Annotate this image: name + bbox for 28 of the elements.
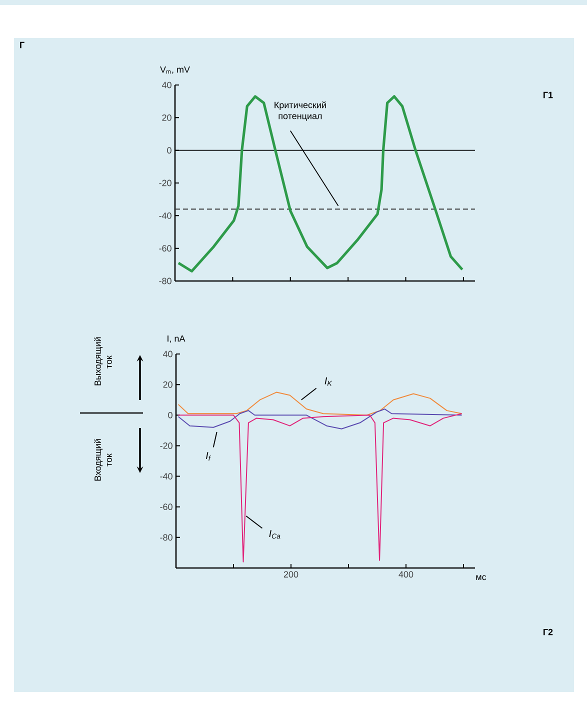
annotation: Критический потенциал xyxy=(274,101,326,121)
text: Входящий ток xyxy=(94,439,112,481)
text: I$_{Ca}$ xyxy=(269,530,280,539)
y-axis-title: V$_{m}$, mV xyxy=(160,66,190,74)
y-tick-label: -20 xyxy=(160,442,172,449)
y-tick-label: 20 xyxy=(162,114,172,121)
text: Выходящий ток xyxy=(94,337,112,386)
x-tick-label: 400 xyxy=(398,571,414,578)
text: Г1 xyxy=(544,92,553,98)
y-tick-label: 40 xyxy=(162,350,172,358)
y-tick-label: -60 xyxy=(159,245,172,252)
y-axis-title: I, nA xyxy=(168,335,186,343)
y-tick-label: -60 xyxy=(160,504,172,510)
y-tick-label: -80 xyxy=(160,534,172,541)
y-tick-label: 0 xyxy=(167,147,172,154)
text: I$_{K}$ xyxy=(324,377,332,386)
y-tick-label: 0 xyxy=(168,412,172,418)
y-tick-label: 20 xyxy=(163,381,172,388)
text: Г2 xyxy=(544,628,553,636)
text: Г xyxy=(20,42,24,48)
y-tick-label: -40 xyxy=(160,473,172,480)
text: I$_{f}$ xyxy=(206,452,211,461)
y-tick-label: -20 xyxy=(159,180,172,186)
x-axis-title: мс xyxy=(476,575,486,580)
x-tick-label: 200 xyxy=(284,571,298,578)
y-tick-label: -40 xyxy=(159,212,172,219)
y-tick-label: 40 xyxy=(162,82,172,88)
y-tick-label: -80 xyxy=(159,278,172,284)
